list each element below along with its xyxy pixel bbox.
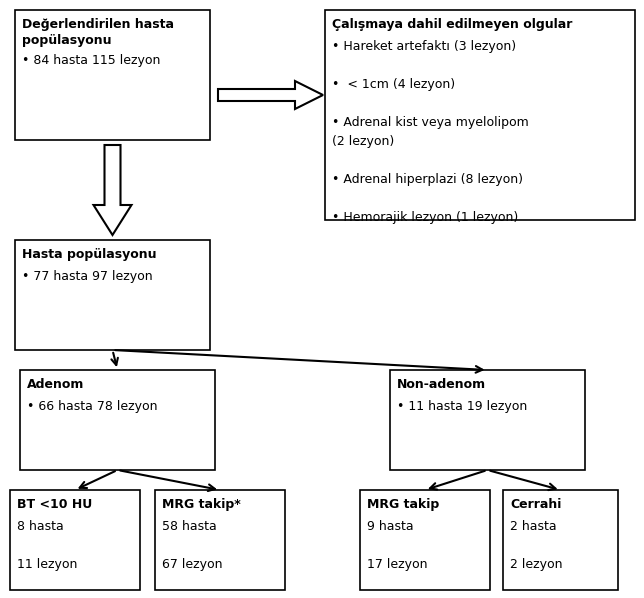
Text: Non-adenom: Non-adenom xyxy=(397,378,486,391)
Bar xyxy=(10,490,140,590)
Text: BT <10 HU: BT <10 HU xyxy=(17,498,92,511)
Bar xyxy=(360,490,490,590)
Text: • 66 hasta 78 lezyon: • 66 hasta 78 lezyon xyxy=(27,400,158,413)
Text: 8 hasta

11 lezyon: 8 hasta 11 lezyon xyxy=(17,520,77,571)
Bar xyxy=(390,370,585,470)
Text: Cerrahi: Cerrahi xyxy=(510,498,562,511)
Bar xyxy=(20,370,215,470)
Text: Değerlendirilen hasta
popülasyonu: Değerlendirilen hasta popülasyonu xyxy=(22,18,174,47)
Bar xyxy=(15,240,210,350)
Bar xyxy=(15,10,210,140)
Text: • 77 hasta 97 lezyon: • 77 hasta 97 lezyon xyxy=(22,270,153,283)
Text: Çalışmaya dahil edilmeyen olgular: Çalışmaya dahil edilmeyen olgular xyxy=(332,18,573,31)
Bar xyxy=(503,490,618,590)
Text: MRG takip*: MRG takip* xyxy=(162,498,241,511)
Text: 58 hasta

67 lezyon: 58 hasta 67 lezyon xyxy=(162,520,222,571)
Text: • Hareket artefaktı (3 lezyon)

•  < 1cm (4 lezyon)

• Adrenal kist veya myeloli: • Hareket artefaktı (3 lezyon) • < 1cm (… xyxy=(332,40,529,224)
Text: 9 hasta

17 lezyon: 9 hasta 17 lezyon xyxy=(367,520,428,571)
Polygon shape xyxy=(218,81,323,109)
Text: • 11 hasta 19 lezyon: • 11 hasta 19 lezyon xyxy=(397,400,527,413)
Polygon shape xyxy=(93,145,131,235)
Text: Hasta popülasyonu: Hasta popülasyonu xyxy=(22,248,156,261)
Text: Adenom: Adenom xyxy=(27,378,84,391)
Bar xyxy=(325,10,635,220)
Text: 2 hasta

2 lezyon: 2 hasta 2 lezyon xyxy=(510,520,562,571)
Text: • 84 hasta 115 lezyon: • 84 hasta 115 lezyon xyxy=(22,54,160,67)
Text: MRG takip: MRG takip xyxy=(367,498,439,511)
Bar xyxy=(155,490,285,590)
